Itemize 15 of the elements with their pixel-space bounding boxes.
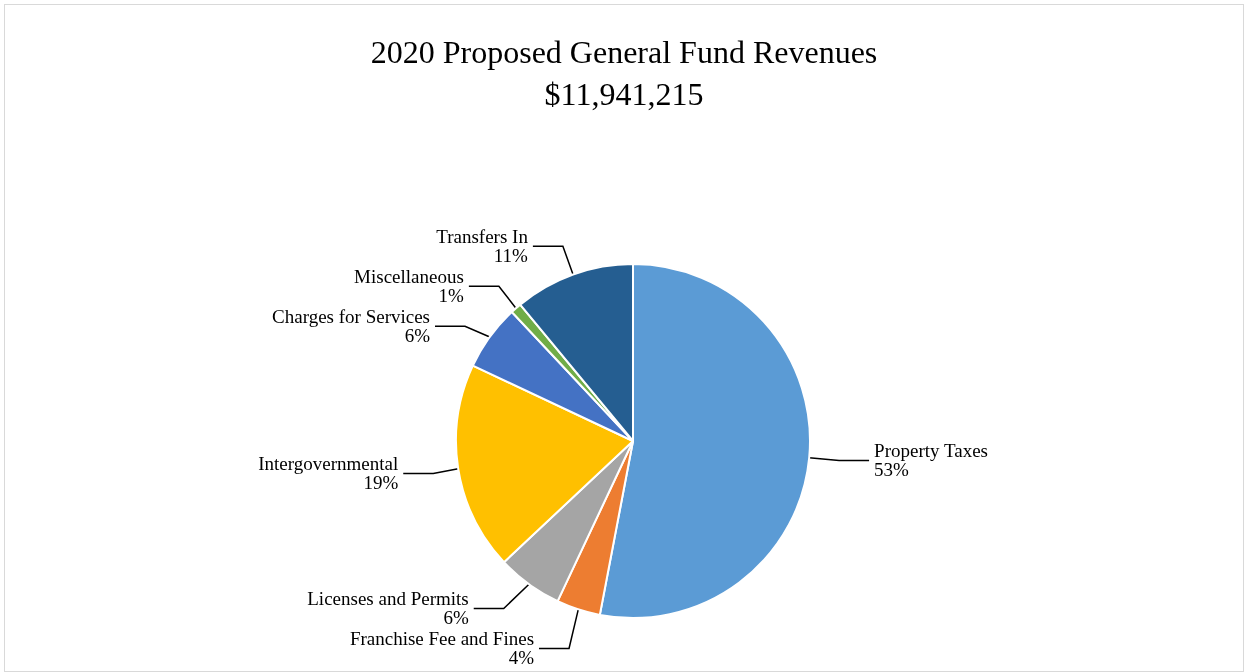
data-label: 11%: [493, 245, 529, 267]
data-label: 6%: [404, 325, 431, 347]
data-label: 1%: [438, 285, 465, 307]
slice-label: Property Taxes: [874, 440, 988, 462]
data-label: 4%: [508, 647, 535, 669]
slice-label: Franchise Fee and Fines: [349, 628, 535, 650]
slice-label: Miscellaneous: [354, 266, 464, 288]
slice-label: Intergovernmental: [258, 453, 399, 475]
chart-title: 2020 Proposed General Fund Revenues: [370, 34, 878, 70]
chart-subtitle: $11,941,215: [544, 76, 704, 112]
slice-label: Licenses and Permits: [307, 588, 469, 610]
data-label: 6%: [443, 607, 469, 629]
slice-label: Charges for Services: [272, 306, 430, 328]
slice-label: Transfers In: [436, 226, 529, 248]
data-label: 19%: [363, 472, 399, 494]
